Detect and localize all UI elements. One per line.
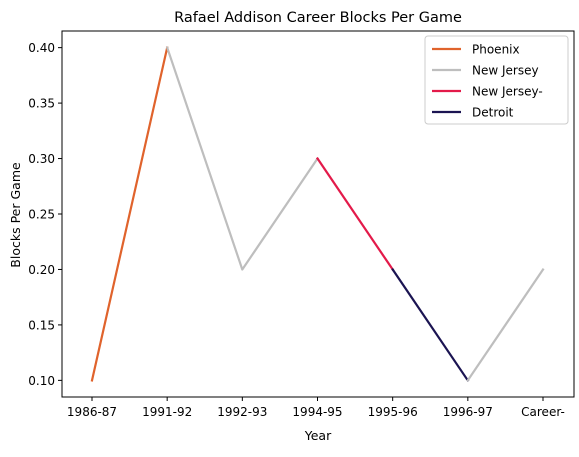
legend-label: Detroit xyxy=(472,106,514,120)
legend: Phoenix New Jersey New Jersey- Detroit xyxy=(424,35,569,125)
x-tick-label: 1995-96 xyxy=(368,405,418,419)
y-tick-label: 0.35 xyxy=(28,97,55,111)
y-tick-label: 0.40 xyxy=(28,41,55,55)
legend-frame xyxy=(424,35,569,125)
x-tick-label: Career- xyxy=(521,405,565,419)
y-tick-label: 0.15 xyxy=(28,318,55,332)
legend-label: New Jersey xyxy=(472,64,539,78)
series-lines xyxy=(90,46,545,382)
x-axis-ticks: 1986-87 1991-92 1992-93 1994-95 1995-96 1996-… xyxy=(67,397,565,419)
y-tick-label: 0.25 xyxy=(28,208,55,222)
plot-frame xyxy=(61,30,575,398)
x-axis-label: Year xyxy=(304,428,332,443)
legend-label: New Jersey- xyxy=(472,85,543,99)
chart-title: Rafael Addison Career Blocks Per Game xyxy=(174,10,462,26)
y-tick-label: 0.20 xyxy=(28,263,55,277)
series-line-new-jersey xyxy=(315,156,395,272)
legend-label: Phoenix xyxy=(472,43,520,57)
y-tick-label: 0.30 xyxy=(28,152,55,166)
y-tick-label: 0.10 xyxy=(28,374,55,388)
x-tick-label: 1992-93 xyxy=(217,405,267,419)
series-line-detroit xyxy=(391,267,470,382)
y-axis-label: Blocks Per Game xyxy=(8,162,23,268)
x-tick-label: 1996-97 xyxy=(443,405,493,419)
legend-items: Phoenix New Jersey New Jersey- Detroit xyxy=(432,43,543,120)
series-line-phoenix xyxy=(90,46,169,382)
y-axis-ticks: 0.10 0.15 0.20 0.25 0.30 0.35 0.40 xyxy=(28,41,62,388)
series-line-new-jersey xyxy=(165,46,320,271)
x-tick-label: 1991-92 xyxy=(142,405,192,419)
series-line-unlabeled-4 xyxy=(466,267,545,382)
x-tick-label: 1994-95 xyxy=(292,405,342,419)
x-tick-label: 1986-87 xyxy=(67,405,117,419)
